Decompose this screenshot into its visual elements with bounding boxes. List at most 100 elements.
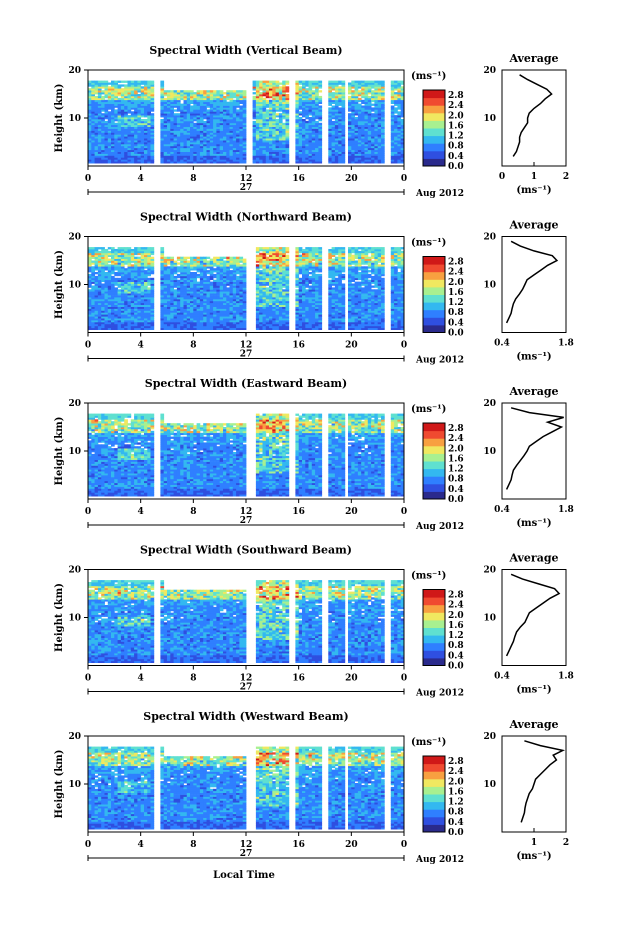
heatmap-cell [239, 149, 244, 152]
heatmap-cell [190, 128, 194, 131]
heatmap-cell [107, 285, 112, 288]
heatmap-cell [150, 80, 155, 83]
heatmap-cell [91, 122, 95, 126]
heatmap-cell [252, 149, 257, 152]
heatmap-cell [114, 111, 118, 114]
heatmap-cell [124, 117, 128, 120]
heatmap-cell [137, 80, 142, 83]
heatmap-cell [107, 293, 112, 296]
heatmap-cell [199, 101, 204, 104]
heatmap-cell [97, 254, 102, 257]
heatmap-cell [160, 142, 165, 145]
heatmap-cell [117, 147, 122, 151]
heatmap-cell [107, 90, 112, 93]
heatmap-cell [104, 262, 109, 265]
heatmap-cell [88, 310, 92, 313]
heatmap-cell [144, 155, 148, 158]
heatmap-cell [262, 113, 267, 116]
heatmap-cell [183, 107, 188, 110]
heatmap-cell [278, 90, 283, 93]
heatmap-cell [242, 161, 247, 164]
heatmap-cell [311, 86, 316, 89]
heatmap-cell [88, 124, 92, 127]
heatmap-cell [203, 161, 207, 164]
heatmap-cell [305, 136, 309, 139]
heatmap-cell [196, 122, 201, 126]
heatmap-cell [104, 105, 109, 108]
heatmap-cell [364, 143, 369, 147]
heatmap-cell [348, 132, 352, 135]
heatmap-cell [203, 323, 207, 327]
heatmap-cell [367, 143, 372, 147]
heatmap-cell [120, 99, 125, 103]
heatmap-cell [107, 103, 112, 106]
heatmap-cell [219, 113, 224, 116]
heatmap-cell [213, 304, 217, 307]
heatmap-cell [199, 142, 204, 145]
heatmap-cell [295, 147, 300, 151]
heatmap-cell [341, 92, 346, 95]
heatmap-cell [275, 115, 280, 118]
heatmap-cell [160, 82, 165, 85]
heatmap-cell [354, 142, 359, 145]
heatmap-cell [302, 84, 306, 87]
heatmap-cell [361, 130, 365, 133]
heatmap-cell [97, 272, 102, 275]
heatmap-cell [203, 99, 207, 103]
heatmap-cell [265, 157, 270, 160]
heatmap-cell [190, 90, 194, 93]
heatmap-cell [180, 275, 184, 279]
heatmap-cell [150, 147, 155, 151]
heatmap-cell [236, 143, 240, 147]
heatmap-cell [265, 142, 270, 145]
heatmap-cell [357, 147, 362, 151]
heatmap-cell [127, 304, 132, 307]
heatmap-cell [377, 107, 382, 110]
heatmap-cell [209, 258, 214, 261]
heatmap-cell [223, 128, 227, 131]
heatmap-cell [186, 109, 191, 112]
heatmap-cell [209, 99, 214, 103]
heatmap-cell [219, 304, 224, 307]
heatmap-cell [272, 124, 276, 127]
heatmap-cell [331, 80, 336, 83]
heatmap-cell [390, 157, 395, 160]
heatmap-cell [262, 161, 267, 164]
heatmap-cell [272, 128, 276, 131]
heatmap-cell [130, 153, 135, 156]
heatmap-cell [117, 128, 122, 131]
heatmap-cell [262, 94, 267, 97]
heatmap-cell [295, 103, 300, 106]
heatmap-cell [302, 140, 306, 143]
heatmap-cell [209, 95, 214, 99]
heatmap-cell [216, 126, 221, 129]
heatmap-cell [124, 277, 128, 281]
heatmap-cell [232, 151, 237, 154]
heatmap-cell [88, 312, 92, 315]
heatmap-cell [259, 161, 263, 164]
heatmap-cell [101, 287, 105, 290]
heatmap-cell [275, 107, 280, 110]
heatmap-cell [357, 113, 362, 116]
heatmap-cell [216, 132, 221, 135]
heatmap-cell [371, 140, 375, 143]
heatmap-cell [91, 92, 95, 95]
heatmap-cell [209, 304, 214, 307]
heatmap-cell [213, 95, 217, 99]
heatmap-cell [341, 88, 346, 91]
heatmap-cell [259, 153, 263, 156]
heatmap-cell [361, 138, 365, 141]
heatmap-cell [101, 92, 105, 95]
heatmap-cell [361, 101, 365, 104]
heatmap-cell [94, 260, 99, 263]
heatmap-cell [163, 115, 168, 118]
heatmap-cell [354, 153, 359, 156]
heatmap-cell [137, 117, 142, 120]
heatmap-cell [91, 297, 95, 300]
heatmap-cell [229, 99, 234, 103]
heatmap-cell [193, 126, 197, 129]
heatmap-cell [236, 99, 240, 103]
heatmap-cell [120, 151, 125, 154]
heatmap-cell [167, 147, 171, 151]
heatmap-cell [259, 80, 263, 83]
